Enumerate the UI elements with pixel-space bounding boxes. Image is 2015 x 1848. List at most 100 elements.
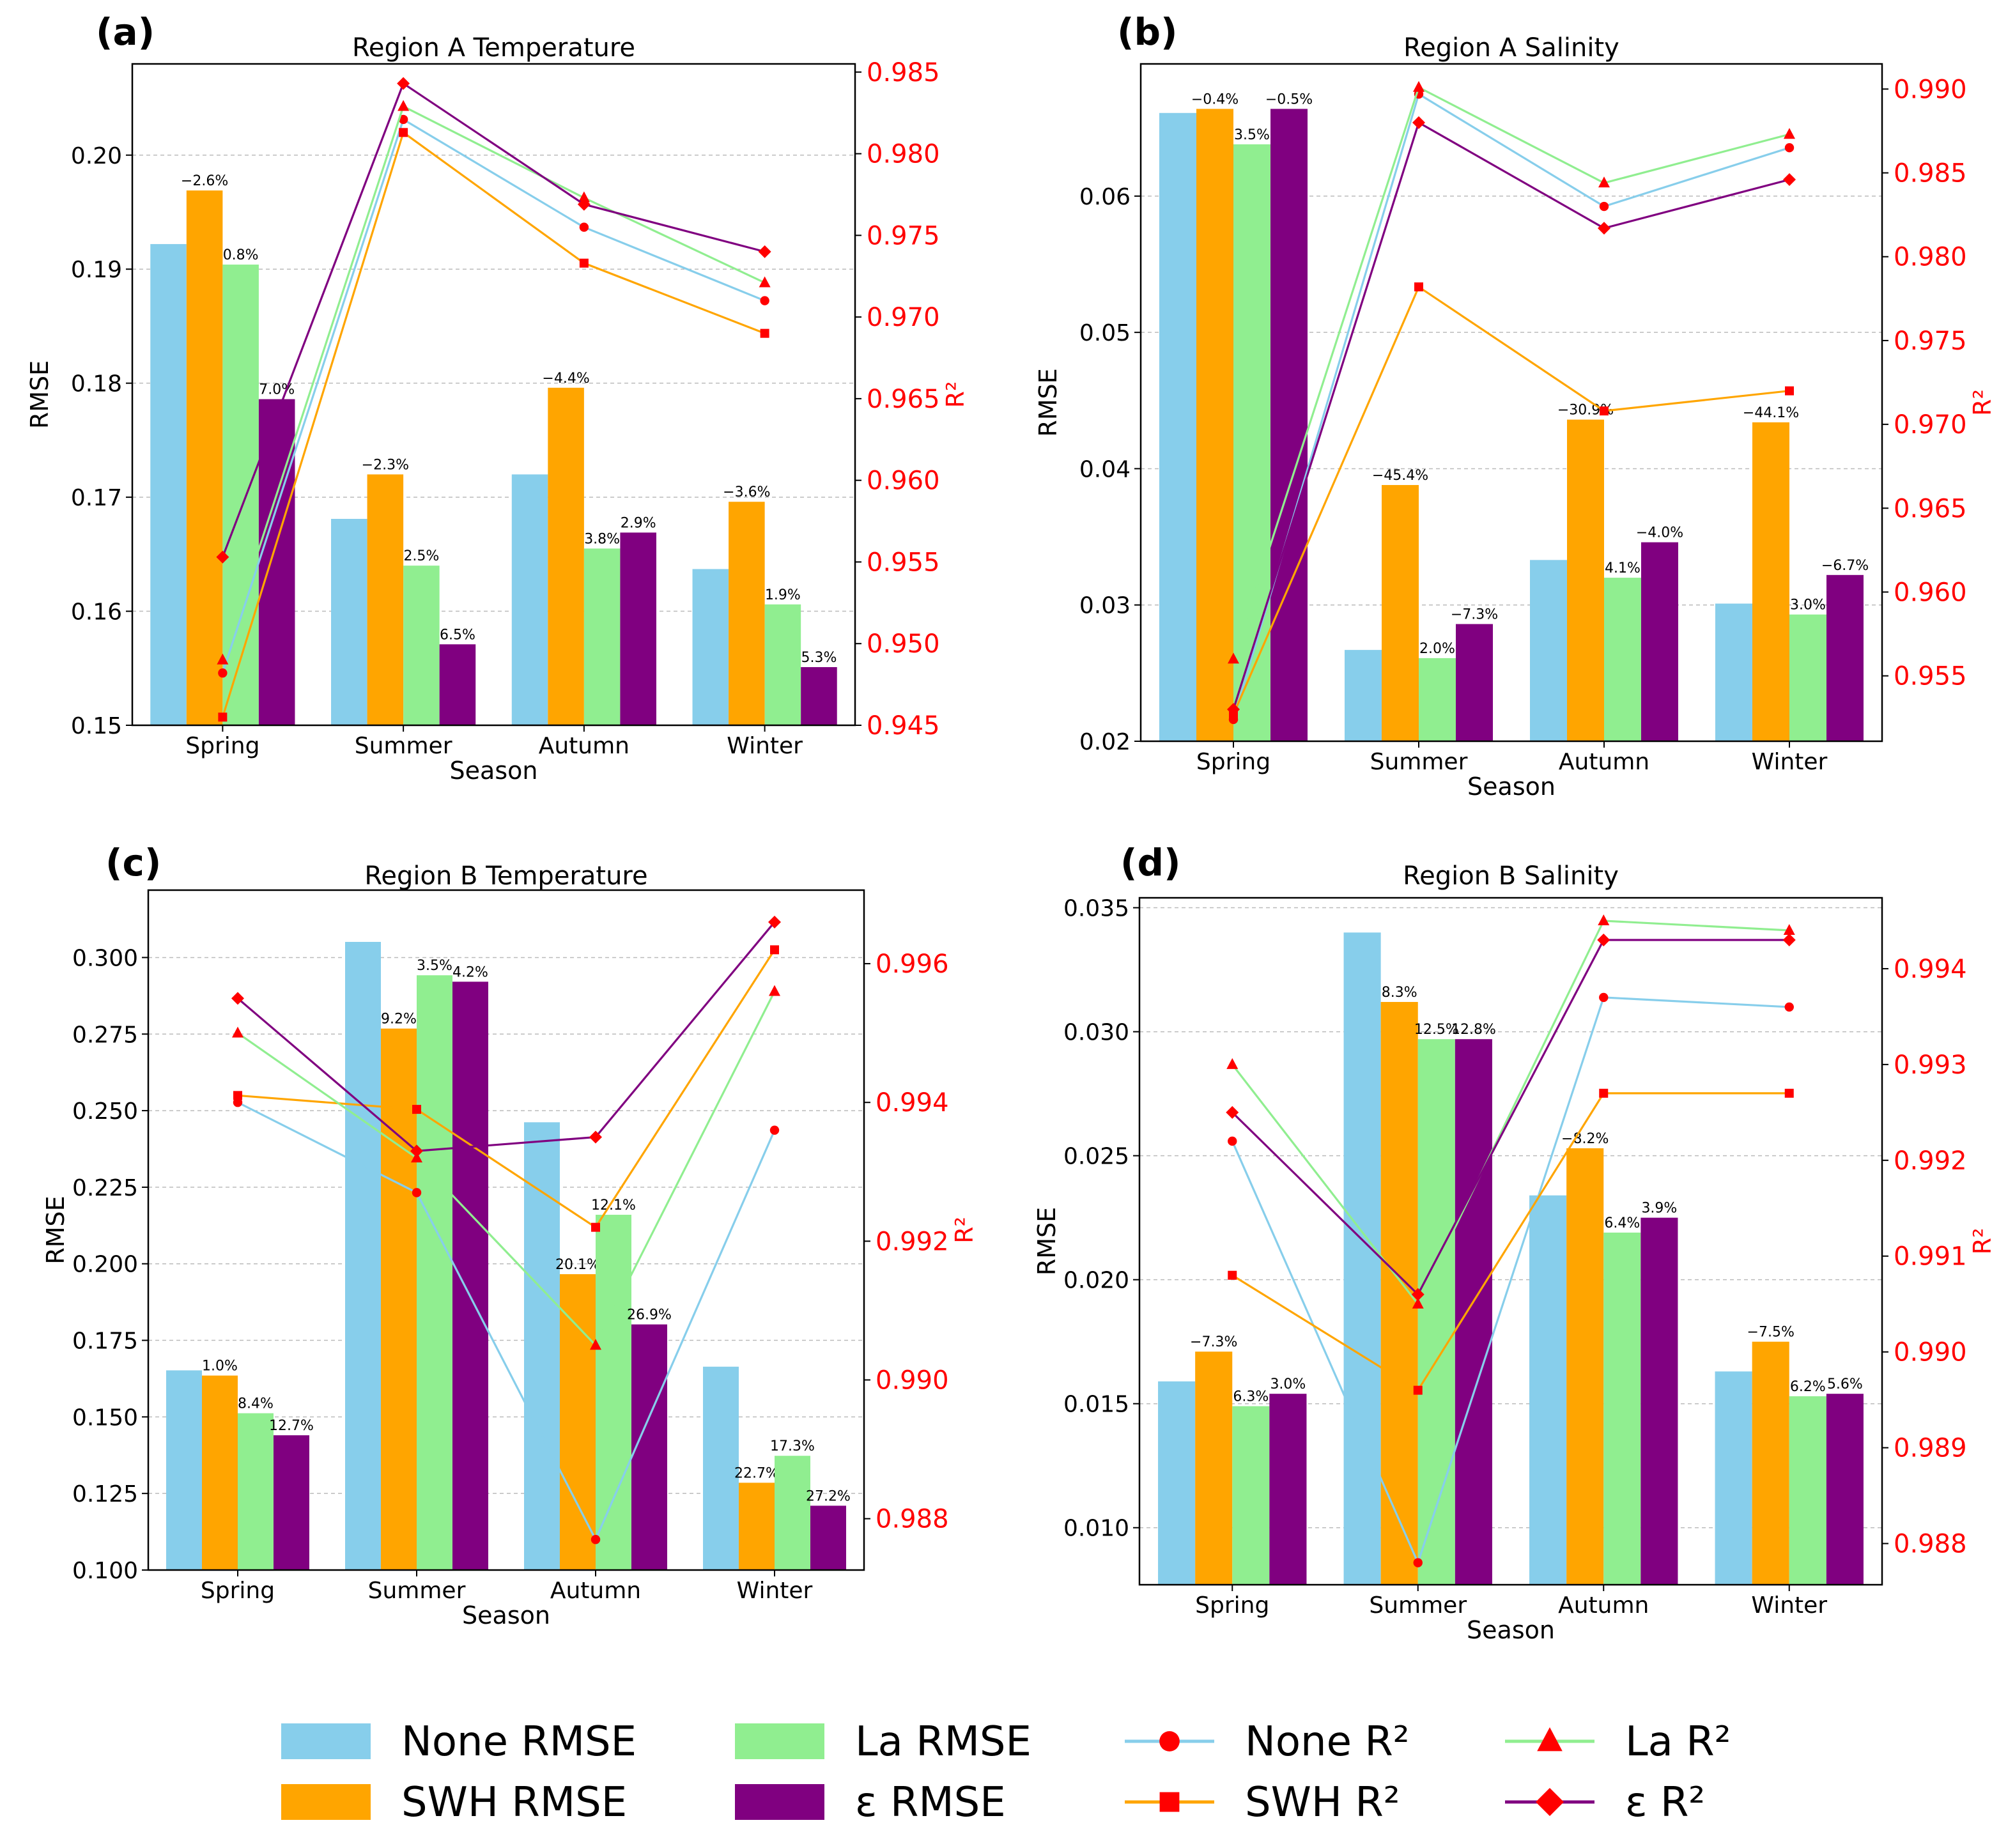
legend-item-swh-r2: SWH R² [1125, 1779, 1400, 1826]
y-right-tick-label: 0.994 [876, 1088, 949, 1118]
bar-epsilon-rmse-summer [1455, 1039, 1492, 1585]
r2-series-swh-r2 [233, 945, 779, 1232]
y-right-tick-label: 0.989 [1894, 1434, 1967, 1463]
y-right-tick-label: 0.990 [1894, 1338, 1967, 1367]
r2-line-swh-r2 [237, 949, 776, 1229]
bar-epsilon-rmse-summer [452, 982, 488, 1570]
y-tick-label: 0.19 [71, 257, 122, 283]
bar-series-swh-rmse: −7.3% 8.3% −8.2% −7.5% [1190, 985, 1795, 1585]
y-right-tick-label: 0.955 [1894, 662, 1967, 691]
bar-swh-rmse-spring [1196, 109, 1233, 741]
legend-marker-none-r2 [1159, 1731, 1180, 1752]
bar-series-la-rmse: 8.4%3.5%12.1%17.3% [238, 958, 815, 1570]
y-axis-label: RMSE [26, 360, 54, 429]
legend: None RMSE SWH RMSE La RMSE ε RMSE None R² SWH… [281, 1718, 1731, 1826]
bar-swh-rmse-autumn [1566, 1148, 1604, 1585]
r2-marker-swh-r2-spring [233, 1091, 242, 1100]
r2-series-la-r2 [1228, 81, 1795, 664]
r2-marker-epsilon-r2-summer [410, 1144, 423, 1158]
bar-epsilon-rmse-spring [1269, 1394, 1307, 1585]
r2-marker-la-r2-summer [398, 100, 410, 111]
bar-swh-rmse-summer [367, 474, 404, 725]
y-right-tick-label: 0.985 [1894, 159, 1967, 189]
r2-series-swh-r2 [1228, 1088, 1794, 1395]
x-tick-label: Autumn [539, 733, 629, 759]
bar-label: 9.2% [381, 1012, 417, 1028]
y-tick-label: 0.035 [1063, 896, 1129, 922]
bar-swh-rmse-summer [381, 1028, 417, 1570]
bar-label: −2.6% [181, 173, 228, 189]
bar-label: 2.0% [1419, 641, 1455, 657]
plot-frame [147, 889, 865, 1571]
r2-marker-swh-r2-autumn [591, 1222, 600, 1232]
r2-line-la-r2 [1231, 920, 1789, 1306]
y-right-tick-label: 0.988 [1894, 1530, 1967, 1559]
bar-la-rmse-spring [222, 265, 259, 725]
bar-series-none-rmse [1159, 112, 1752, 741]
bar-label: −8.2% [1561, 1131, 1609, 1147]
bar-label: 1.9% [765, 587, 801, 603]
y-right-tick-label: 0.965 [867, 385, 940, 414]
y-right-tick-label: 0.975 [1894, 327, 1967, 356]
bar-label: 20.1% [555, 1257, 600, 1273]
bar-series-swh-rmse: −0.4%−45.4%−30.9% −44.1% [1191, 91, 1799, 741]
r2-marker-none-r2-autumn [1599, 201, 1609, 212]
r2-marker-none-r2-winter [769, 1125, 780, 1135]
bar-swh-rmse-winter [1752, 1341, 1789, 1585]
r2-marker-la-r2-spring [232, 1026, 243, 1038]
bar-series-none-rmse [150, 243, 729, 726]
chart-panel-region-a-salinity: −0.4%−45.4%−30.9% −44.1%3.5%2.0%4.1%3.0%−… [1034, 10, 1996, 801]
y-tick-label: 0.04 [1079, 456, 1131, 482]
r2-series-none-r2 [1228, 992, 1794, 1567]
r2-marker-la-r2-summer [1412, 1297, 1424, 1309]
y-tick-label: 0.025 [1063, 1144, 1129, 1170]
y-tick-label: 0.15 [71, 713, 122, 739]
r2-marker-none-r2-summer [398, 114, 408, 125]
y-tick-label: 0.03 [1079, 593, 1131, 619]
bar-label: 12.5% [1414, 1022, 1459, 1038]
bar-label: 6.3% [1233, 1389, 1269, 1405]
bar-swh-rmse-autumn [560, 1274, 596, 1570]
r2-marker-epsilon-r2-autumn [577, 197, 591, 211]
bar-epsilon-rmse-autumn [631, 1324, 667, 1570]
x-axis-label: Season [450, 757, 538, 785]
y-right-axis-label: R² [1968, 1228, 1996, 1255]
bar-none-rmse-autumn [1529, 1195, 1567, 1585]
r2-marker-la-r2-spring [217, 653, 229, 665]
bar-series-none-rmse [166, 941, 739, 1570]
bar-swh-rmse-spring [202, 1375, 238, 1570]
y-tick-label: 0.030 [1063, 1020, 1129, 1046]
plot-frame [1139, 63, 1883, 743]
chart-title: Region B Temperature [364, 861, 647, 891]
r2-line-none-r2 [1232, 92, 1790, 720]
y-tick-label: 0.010 [1063, 1516, 1129, 1542]
y-right-axis-label: R² [941, 381, 969, 408]
bar-none-rmse-autumn [511, 474, 548, 725]
bar-label: 12.8% [1451, 1022, 1496, 1038]
bar-label: 3.0% [1270, 1376, 1306, 1392]
r2-series-epsilon-r2 [1226, 933, 1796, 1301]
bar-label: −45.4% [1372, 468, 1428, 484]
bar-swh-rmse-spring [186, 190, 223, 725]
bar-label: 12.7% [269, 1418, 314, 1434]
x-tick-label: Autumn [1559, 749, 1649, 775]
bar-label: 3.9% [1641, 1201, 1677, 1217]
y-right-tick-label: 0.990 [1894, 75, 1967, 104]
bar-none-rmse-summer [1345, 650, 1382, 741]
legend-item-epsilon-r2: ε R² [1505, 1779, 1705, 1826]
r2-line-epsilon-r2 [1232, 121, 1790, 710]
r2-marker-la-r2-summer [1413, 81, 1424, 92]
r2-series-swh-r2 [1229, 282, 1794, 720]
chart-title: Region A Temperature [352, 33, 635, 63]
bar-label: −7.3% [1451, 607, 1498, 623]
r2-marker-swh-r2-summer [1413, 1385, 1423, 1395]
bar-series-epsilon-rmse: −0.5% −7.3% −4.0% −6.7% [1265, 91, 1869, 741]
r2-marker-la-r2-autumn [1598, 176, 1610, 188]
bar-label: −44.1% [1743, 405, 1799, 421]
r2-line-swh-r2 [221, 130, 766, 718]
y-tick-label: 0.18 [71, 371, 122, 397]
legend-item-la-rmse: La RMSE [735, 1718, 1031, 1766]
bar-la-rmse-winter [1789, 614, 1826, 741]
chart-panel-region-b-salinity: −7.3%8.3%−8.2%−7.5%6.3%12.5%6.4%6.2%3.0%… [1033, 841, 1996, 1644]
